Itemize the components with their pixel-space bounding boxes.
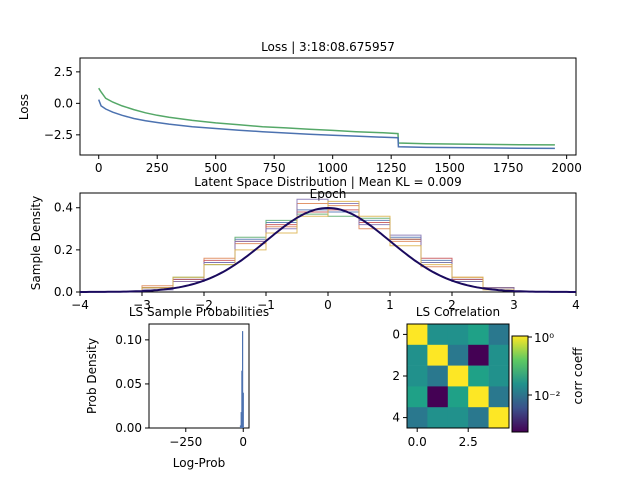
loss-series-line [97,99,555,150]
correlation-title: LS Correlation [416,305,500,319]
loss-y-tick-label: −2.5 [44,128,73,142]
probability-bar [239,425,242,428]
loss-x-tick-label: 1500 [434,161,465,175]
latent-y-tick-label: 0.2 [54,243,73,257]
loss-series-line [98,87,555,146]
probabilities-y-tick-label: 0.05 [115,377,142,391]
colorbar-tick-label: 10⁻² [534,389,561,403]
correlation-cell [407,365,428,387]
probabilities-y-tick-label: 0.00 [115,421,142,435]
colorbar-tick-label: 10⁰ [534,331,554,345]
latent-x-tick-label: −2 [195,298,213,312]
correlation-cell [427,407,449,429]
correlation-cell [488,344,510,366]
latent-x-tick-label: −3 [133,298,151,312]
probabilities-x-tick-label: 0 [239,435,247,449]
loss-x-tick-label: 750 [263,161,286,175]
loss-x-tick-label: 0 [95,161,103,175]
loss-x-axis-label: Epoch [310,187,347,201]
correlation-x-tick-label: 2.5 [459,435,478,449]
loss-panel: Loss | 3:18:08.675957 Epoch Loss 0 250 500… [17,40,582,201]
correlation-cell [447,324,469,346]
correlation-y-tick-label: 2 [392,369,400,383]
correlation-cell [407,407,428,429]
latent-x-tick-label: 0 [324,298,332,312]
correlation-cell [427,344,449,366]
latent-distribution-panel: Latent Space Distribution | Mean KL = 0.… [29,175,580,312]
latent-x-tick-label: −1 [257,298,275,312]
correlation-cell [468,324,489,346]
correlation-y-tick-label: 4 [392,411,400,425]
loss-x-tick-label: 500 [204,161,227,175]
probability-bar [242,392,244,428]
latent-y-axis-label: Sample Density [29,196,43,290]
correlation-cell [468,407,489,429]
loss-title: Loss | 3:18:08.675957 [261,40,395,54]
probabilities-x-axis-label: Log-Prob [173,456,225,470]
loss-x-tick-label: 2000 [551,161,582,175]
probabilities-y-tick-label: 0.10 [115,333,142,347]
loss-x-tick-label: 250 [146,161,169,175]
correlation-cell [407,324,428,346]
probabilities-y-axis-label: Prob Density [85,338,99,414]
correlation-cell [447,407,469,429]
correlation-cell [488,407,510,429]
colorbar [511,335,529,433]
loss-y-tick-label: 0.0 [54,96,73,110]
latent-x-tick-label: −4 [71,298,89,312]
probabilities-title: LS Sample Probabilities [129,305,269,319]
colorbar-label: corr coeff [571,347,585,405]
latent-y-tick-label: 0.0 [54,285,73,299]
latent-x-tick-label: 3 [510,298,518,312]
correlation-cell [468,365,489,387]
probabilities-axes-frame [148,323,250,429]
correlation-cell [427,386,449,408]
probability-bar [240,412,242,428]
loss-y-axis-label: Loss [17,94,31,120]
correlation-cell [468,386,489,408]
correlation-cell [488,324,510,346]
latent-normal-curve [80,206,576,293]
correlation-cell [407,386,428,408]
latent-title: Latent Space Distribution | Mean KL = 0.… [194,175,461,189]
correlation-cell [427,365,449,387]
correlation-cell [468,344,489,366]
latent-x-tick-label: 1 [386,298,394,312]
correlation-cell [447,386,469,408]
correlation-cell [407,344,428,366]
correlation-cell [427,324,449,346]
correlation-y-tick-label: 0 [392,327,400,341]
probabilities-x-tick-label: −250 [169,435,202,449]
correlation-cell [447,365,469,387]
probability-bar [242,331,244,428]
loss-x-tick-label: 1750 [493,161,524,175]
latent-x-tick-label: 2 [448,298,456,312]
correlation-cell [447,344,469,366]
loss-x-tick-label: 1000 [317,161,348,175]
correlation-panel: LS Correlation 0.0 2.5 0 2 4 10⁰ 10⁻² corr c… [392,305,585,449]
correlation-x-tick-label: 0.0 [408,435,427,449]
loss-y-tick-label: 2.5 [54,65,73,79]
latent-y-tick-label: 0.4 [54,201,73,215]
correlation-cell [488,386,510,408]
loss-axes-frame [79,57,577,156]
loss-x-tick-label: 1250 [376,161,407,175]
sample-probabilities-panel: LS Sample Probabilities Log-Prob Prob De… [85,305,269,470]
probability-bar [241,370,243,428]
correlation-cell [488,365,510,387]
latent-x-tick-label: 4 [572,298,580,312]
